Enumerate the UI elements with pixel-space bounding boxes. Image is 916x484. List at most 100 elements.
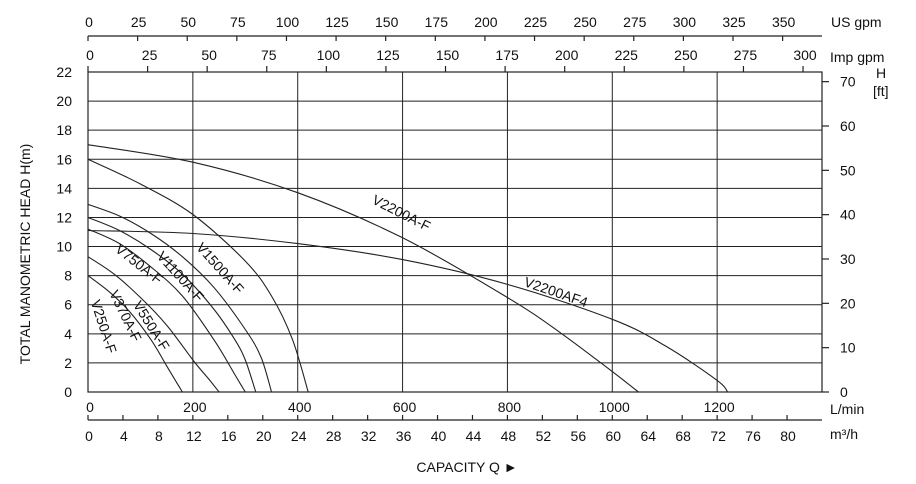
m3h-tick-label: 48 [501,428,517,444]
m3h-tick-label: 68 [675,428,691,444]
m3h-tick-label: 36 [396,428,412,444]
ft-tick-label: 20 [840,295,856,311]
impgpm-tick-label: 150 [436,47,460,63]
y-axis-label: TOTAL MANOMETRIC HEAD H(m) [17,144,33,365]
ft-tick-label: 0 [840,384,848,400]
usgpm-tick-label: 200 [474,14,498,30]
usgpm-tick-label: 75 [230,14,246,30]
m3h-tick-label: 64 [640,428,656,444]
ft-tick-label: 60 [840,118,856,134]
m3h-tick-label: 4 [120,428,128,444]
m3h-tick-label: 12 [186,428,202,444]
impgpm-tick-label: 175 [495,47,519,63]
impgpm-tick-label: 200 [555,47,579,63]
y-tick-label: 20 [56,93,72,109]
curve-v1500a-f [87,158,309,393]
lmin-tick-label: 0 [86,399,94,415]
unit-m3h: m³/h [830,426,858,442]
usgpm-tick-label: 325 [722,14,746,30]
impgpm-tick-label: 0 [86,47,94,63]
lmin-tick-label: 800 [498,399,522,415]
y-tick-label: 14 [56,180,72,196]
usgpm-tick-label: 25 [131,14,147,30]
y-tick-label: 10 [56,239,72,255]
m3h-tick-label: 28 [326,428,342,444]
usgpm-tick-label: 250 [573,14,597,30]
curve-v2200af4 [87,229,729,393]
lmin-tick-label: 200 [183,399,207,415]
usgpm-tick-label: 350 [772,14,796,30]
lmin-tick-label: 1200 [704,399,735,415]
usgpm-tick-label: 275 [623,14,647,30]
y-tick-label: 16 [56,151,72,167]
usgpm-tick-label: 300 [673,14,697,30]
m3h-tick-label: 24 [291,428,307,444]
axes [87,35,829,421]
m3h-tick-label: 72 [710,428,726,444]
ft-tick-label: 50 [840,162,856,178]
usgpm-tick-label: 225 [524,14,548,30]
unit-impgpm: Imp gpm [830,49,884,65]
curve-v1100a-f [87,203,273,393]
m3h-tick-label: 52 [536,428,552,444]
right-axis-label-h: H [876,65,886,81]
curves: V250A-FV370A-FV550A-FV750A-FV1100A-FV150… [87,144,729,393]
m3h-tick-label: 56 [571,428,587,444]
usgpm-tick-label: 125 [325,14,349,30]
m3h-tick-label: 44 [466,428,482,444]
grid [88,71,822,393]
m3h-tick-label: 8 [155,428,163,444]
lmin-tick-label: 600 [393,399,417,415]
y-tick-label: 4 [64,326,72,342]
y-tick-label: 12 [56,209,72,225]
impgpm-tick-label: 100 [317,47,341,63]
impgpm-tick-label: 125 [376,47,400,63]
y-tick-label: 22 [56,64,72,80]
usgpm-tick-label: 50 [180,14,196,30]
impgpm-tick-label: 300 [793,47,817,63]
curve-v550a-f [87,228,246,393]
ft-tick-label: 40 [840,207,856,223]
y-tick-label: 18 [56,122,72,138]
ft-tick-label: 10 [840,340,856,356]
usgpm-tick-label: 0 [85,14,93,30]
usgpm-tick-label: 100 [276,14,300,30]
unit-usgpm: US gpm [831,14,882,30]
m3h-tick-label: 60 [605,428,621,444]
label-v750a-f: V750A-F [112,241,165,288]
impgpm-tick-label: 275 [734,47,758,63]
impgpm-tick-label: 25 [142,47,158,63]
curve-v2200a-f [87,144,639,393]
ft-tick-label: 70 [840,74,856,90]
m3h-tick-label: 16 [221,428,237,444]
unit-lmin: L/min [830,401,864,417]
ft-tick-label: 30 [840,251,856,267]
impgpm-tick-label: 225 [615,47,639,63]
y-tick-label: 8 [64,268,72,284]
usgpm-tick-label: 175 [425,14,449,30]
m3h-tick-label: 80 [780,428,796,444]
lmin-tick-label: 400 [288,399,312,415]
m3h-tick-label: 40 [431,428,447,444]
curve-v250a-f [87,275,183,393]
lmin-tick-label: 1000 [599,399,630,415]
m3h-tick-label: 0 [85,428,93,444]
m3h-tick-label: 32 [361,428,377,444]
m3h-tick-label: 76 [745,428,761,444]
usgpm-tick-label: 150 [375,14,399,30]
y-tick-label: 0 [64,384,72,400]
impgpm-tick-label: 250 [674,47,698,63]
y-tick-label: 2 [64,355,72,371]
y-tick-label: 6 [64,297,72,313]
label-v2200a-f: V2200A-F [370,191,433,234]
impgpm-tick-label: 50 [201,47,217,63]
right-axis-label-ft: [ft] [873,83,889,99]
impgpm-tick-label: 75 [261,47,277,63]
curve-v750a-f [87,216,257,393]
m3h-tick-label: 20 [256,428,272,444]
curve-v370a-f [87,256,220,393]
plot-frame [87,71,823,393]
x-axis-label: CAPACITY Q ► [416,459,517,475]
